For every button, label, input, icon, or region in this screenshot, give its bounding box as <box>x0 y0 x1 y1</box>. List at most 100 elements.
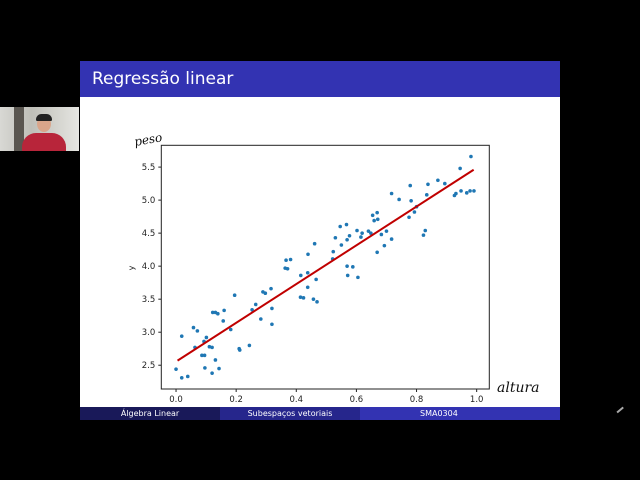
x-tick-label: 0.8 <box>410 395 424 405</box>
data-point <box>370 213 375 218</box>
handwritten-altura: altura <box>497 380 540 396</box>
data-point <box>285 267 290 271</box>
data-point <box>270 306 274 311</box>
data-point <box>426 182 430 187</box>
data-point <box>384 229 389 233</box>
x-tick-label: 0.2 <box>229 395 243 405</box>
data-point <box>311 297 316 301</box>
data-point <box>228 327 233 332</box>
data-point <box>217 366 221 371</box>
data-point <box>443 181 447 186</box>
data-point <box>360 231 364 235</box>
data-point <box>216 311 220 316</box>
y-tick-label: 4.5 <box>142 229 156 239</box>
slide-footer: Álgebra Linear Subespaços vetoriais SMA0… <box>80 407 560 420</box>
x-tick-label: 0.4 <box>290 395 304 405</box>
data-point <box>372 218 376 223</box>
presenter-body <box>22 133 66 151</box>
data-point <box>369 231 373 235</box>
data-point <box>375 217 380 222</box>
data-point <box>179 334 184 338</box>
data-point <box>407 215 411 220</box>
data-point <box>345 237 349 242</box>
data-point <box>347 233 352 238</box>
data-point <box>207 344 212 349</box>
data-point <box>464 191 469 195</box>
data-point <box>351 265 355 269</box>
data-point <box>421 233 426 237</box>
slide: Regressão linear Álgebra Linear Subespaç… <box>80 61 560 420</box>
data-point <box>472 189 476 193</box>
data-point <box>338 224 342 229</box>
data-point <box>379 232 384 237</box>
data-point <box>408 183 413 188</box>
data-point <box>339 243 344 247</box>
data-point <box>459 189 463 193</box>
data-point <box>269 286 273 291</box>
data-point <box>232 293 237 298</box>
y-tick-label: 5.5 <box>142 163 156 173</box>
data-point <box>305 270 310 275</box>
data-point <box>314 277 318 282</box>
y-axis-label: y <box>127 265 136 270</box>
data-point <box>195 329 200 333</box>
data-point <box>191 325 196 330</box>
data-point <box>253 302 258 307</box>
data-point <box>210 371 214 375</box>
data-point <box>397 197 401 202</box>
data-point <box>389 237 394 241</box>
data-point <box>179 375 184 380</box>
presenter-hair <box>36 114 52 121</box>
data-point <box>315 300 319 304</box>
regression-line <box>176 168 475 362</box>
data-point <box>375 250 379 255</box>
data-point <box>210 310 215 315</box>
data-point <box>454 191 458 196</box>
data-point <box>333 235 338 240</box>
data-point <box>203 366 207 370</box>
data-point <box>259 317 263 321</box>
data-point <box>305 285 310 290</box>
data-point <box>270 322 274 327</box>
data-point <box>366 229 371 233</box>
data-point <box>312 241 317 246</box>
data-point <box>284 258 288 263</box>
data-point <box>359 235 363 239</box>
data-point <box>412 210 417 214</box>
data-point <box>344 222 349 227</box>
data-point <box>331 249 336 254</box>
plot-frame <box>160 144 490 390</box>
data-point <box>375 210 379 215</box>
data-point <box>345 273 350 278</box>
data-point <box>222 308 226 313</box>
data-point <box>288 257 293 262</box>
data-point <box>237 348 242 352</box>
y-tick-label: 5.0 <box>142 196 156 206</box>
x-tick-label: 0.0 <box>169 395 183 405</box>
data-point <box>247 343 252 348</box>
data-point <box>458 166 462 171</box>
data-point <box>424 193 429 197</box>
data-point <box>423 228 428 233</box>
data-point <box>345 264 349 268</box>
data-point <box>263 291 268 296</box>
data-point <box>204 335 209 340</box>
data-point <box>436 178 440 183</box>
data-point <box>469 154 473 159</box>
data-point <box>200 353 204 358</box>
data-point <box>389 191 394 196</box>
data-point <box>174 367 178 371</box>
data-point <box>298 295 303 299</box>
footer-code: SMA0304 <box>360 407 560 420</box>
data-point <box>301 296 306 300</box>
x-tick-label: 0.6 <box>350 395 364 405</box>
background-shelf <box>14 107 24 151</box>
data-point <box>185 374 190 379</box>
data-point <box>221 319 226 323</box>
data-point <box>468 189 472 193</box>
data-point <box>250 307 254 312</box>
x-tick-label: 1.0 <box>470 395 484 405</box>
y-tick-label: 3.0 <box>142 328 156 338</box>
y-tick-label: 4.0 <box>142 262 156 272</box>
